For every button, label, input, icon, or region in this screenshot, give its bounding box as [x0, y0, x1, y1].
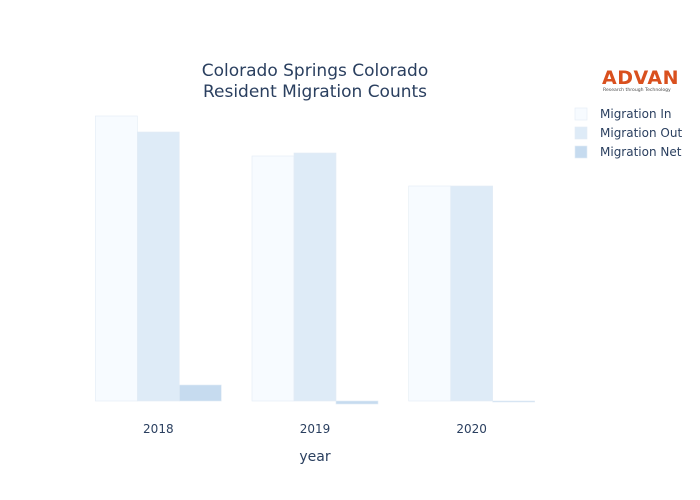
x-axis-ticks: 2018 2019 2020 [143, 422, 487, 436]
x-tick-2019: 2019 [300, 422, 331, 436]
x-axis-title: year [299, 449, 330, 465]
bar-migration-out-2018 [137, 131, 180, 402]
bar-migration-out-2019 [293, 152, 337, 402]
chart-title-line-2: Resident Migration Counts [203, 82, 427, 102]
legend-label-migration-out[interactable]: Migration Out [600, 126, 682, 140]
chart-title: Colorado Springs Colorado Resident Migra… [202, 61, 429, 102]
bar-migration-net-2018 [179, 384, 222, 402]
legend-label-migration-in[interactable]: Migration In [600, 107, 672, 121]
bar-migration-in-2019 [251, 155, 295, 402]
bar-migration-net-2020 [492, 400, 535, 403]
bar-migration-in-2020 [408, 185, 451, 402]
legend-swatch-migration-in[interactable] [574, 107, 588, 121]
bar-migration-out-2020 [450, 185, 493, 402]
bars [95, 115, 535, 405]
x-tick-2020: 2020 [456, 422, 487, 436]
logo-tagline: Research through Technology [603, 87, 671, 93]
chart-title-line-1: Colorado Springs Colorado [202, 61, 429, 81]
logo-wordmark: ADVAN [602, 67, 679, 89]
bar-migration-in-2018 [95, 115, 138, 402]
advan-logo: ADVAN Research through Technology [602, 67, 679, 93]
legend-swatch-migration-net[interactable] [574, 145, 588, 159]
legend-swatch-migration-out[interactable] [574, 126, 588, 140]
x-tick-2018: 2018 [143, 422, 174, 436]
legend: Migration In Migration Out Migration Net [574, 107, 682, 159]
bar-migration-net-2019 [335, 400, 379, 405]
legend-label-migration-net[interactable]: Migration Net [600, 145, 682, 159]
